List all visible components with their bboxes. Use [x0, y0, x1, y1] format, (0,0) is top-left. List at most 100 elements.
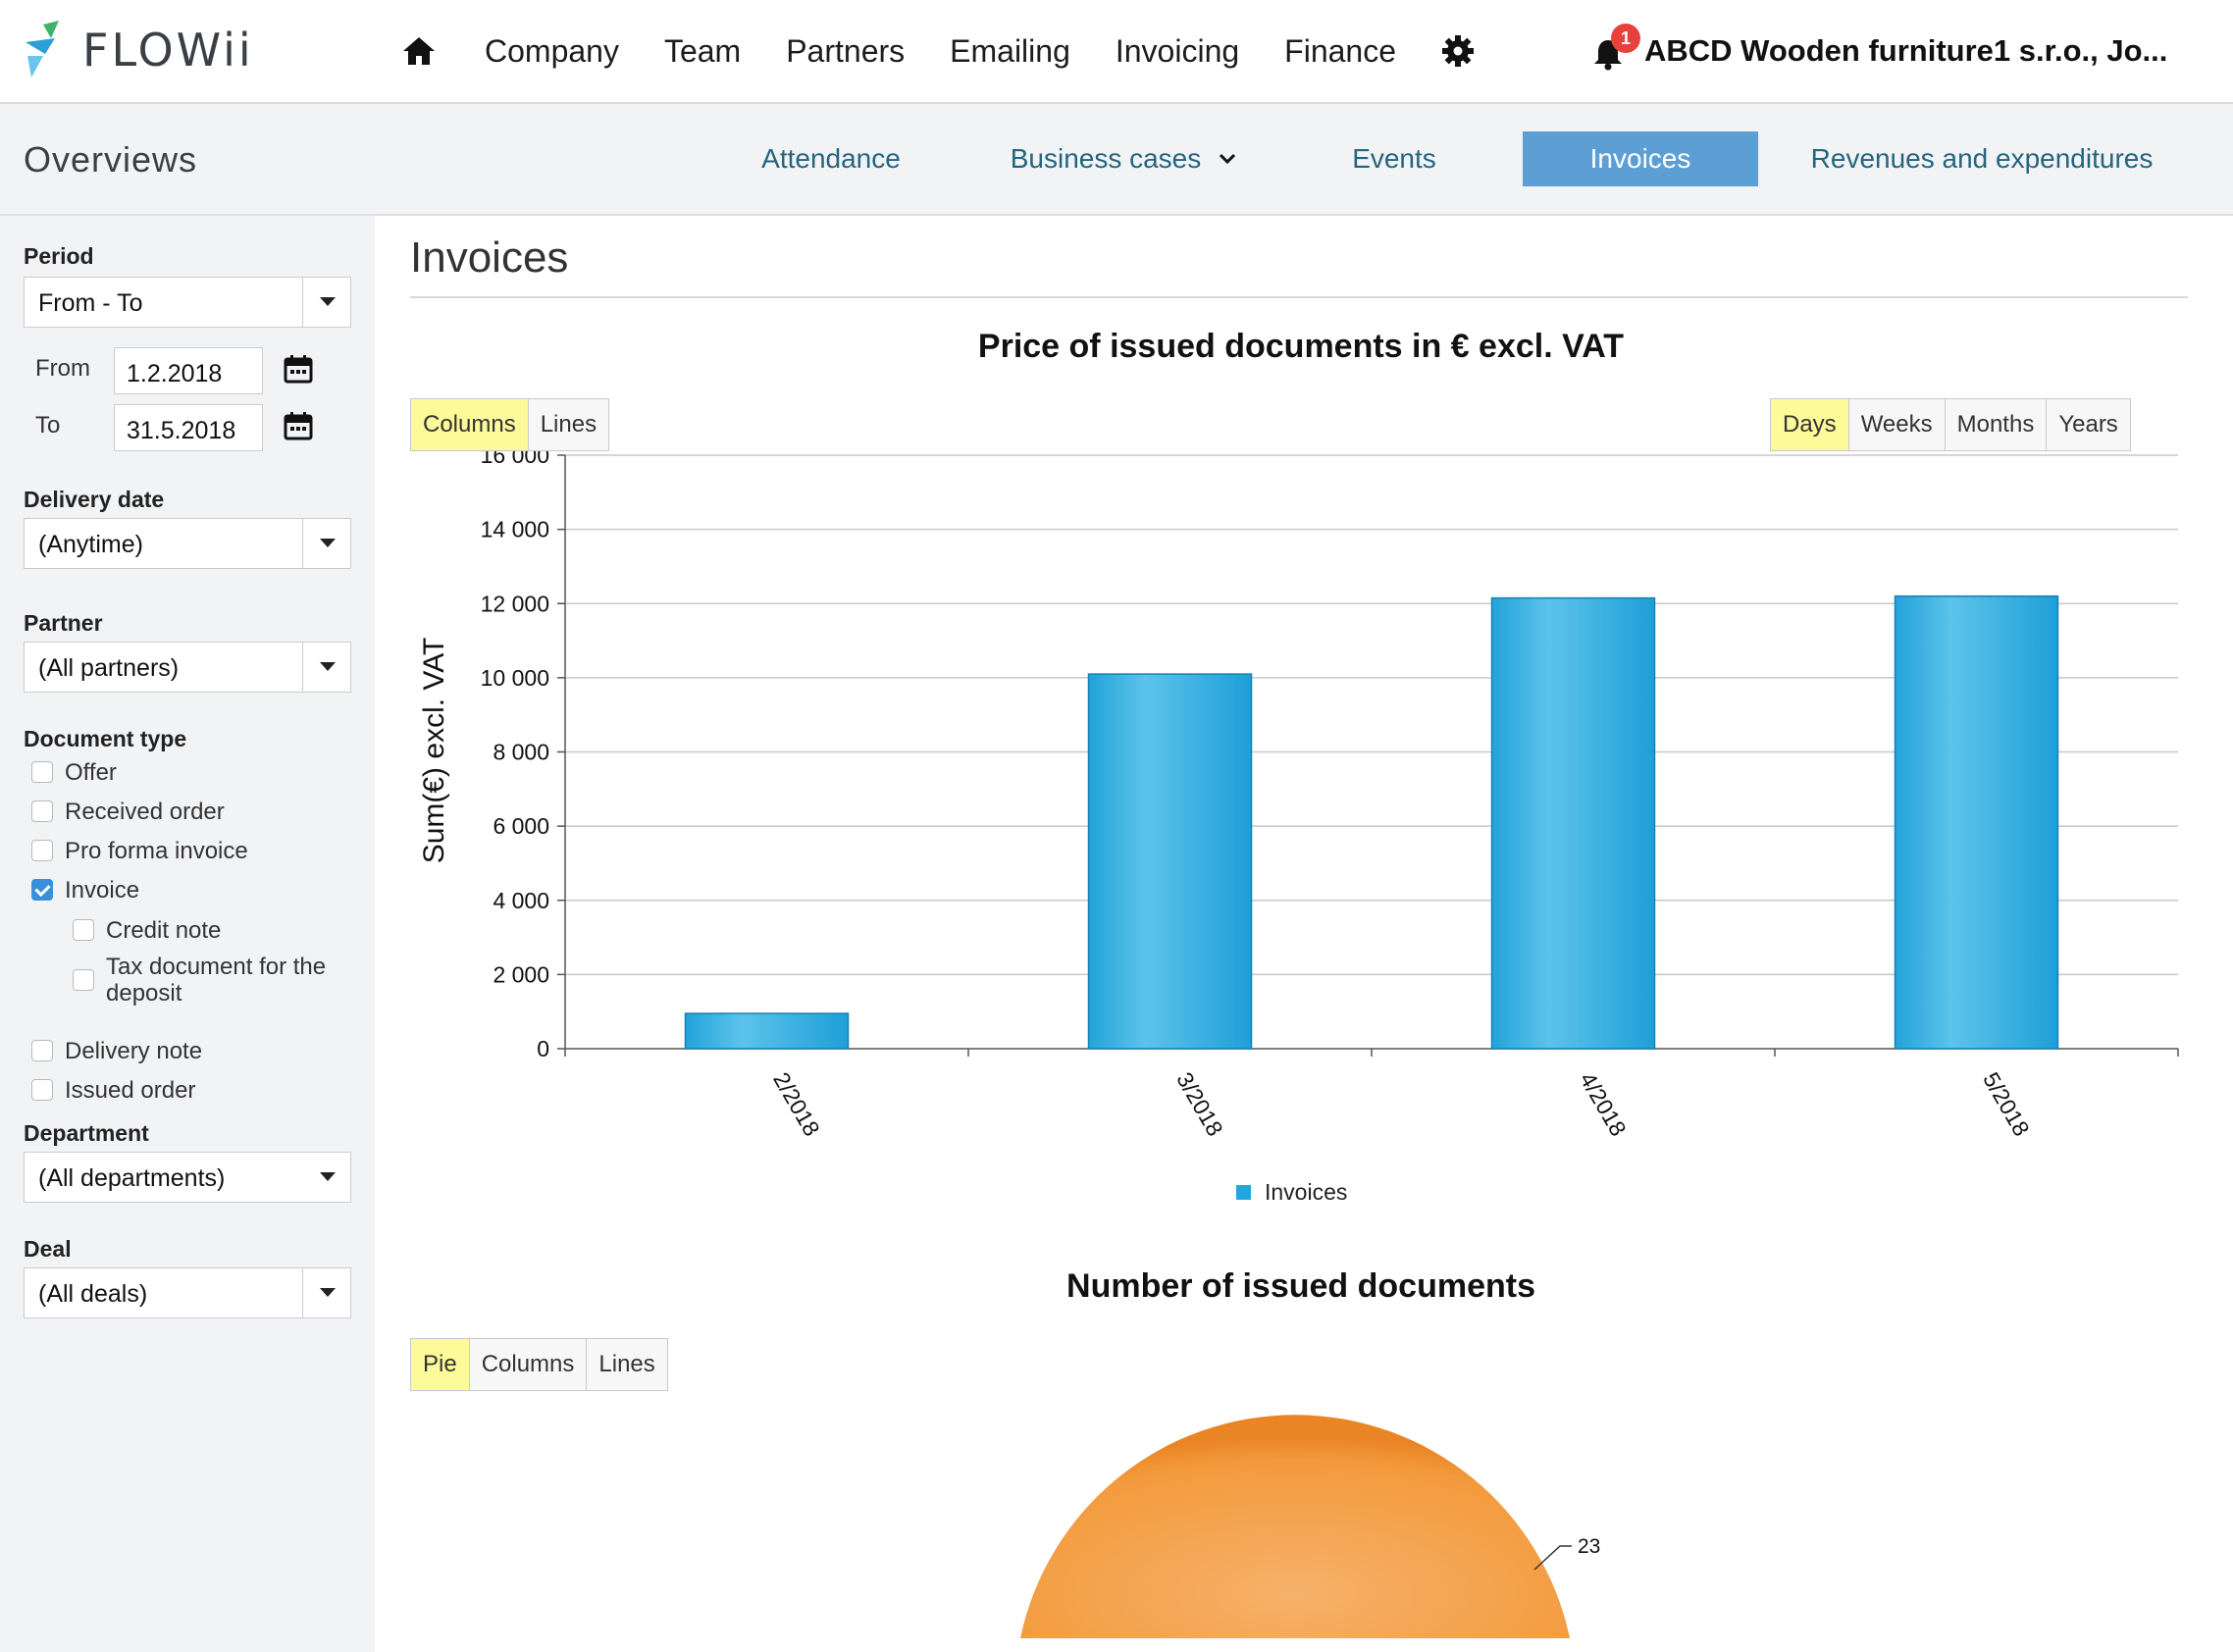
- bar-2-2018[interactable]: [684, 1012, 850, 1050]
- select-divider: [302, 1268, 303, 1317]
- select-divider: [302, 278, 303, 327]
- checkbox-label: Issued order: [65, 1077, 196, 1104]
- chevron-down-icon: [1219, 153, 1236, 165]
- period-select[interactable]: From - To: [24, 277, 351, 328]
- bar-3-2018[interactable]: [1087, 673, 1253, 1050]
- checkbox[interactable]: [31, 840, 53, 861]
- main-nav: Company Team Partners Emailing Invoicing…: [402, 0, 1475, 102]
- checkbox[interactable]: [31, 761, 53, 783]
- nav-team[interactable]: Team: [663, 32, 742, 69]
- chart-type-pie-button[interactable]: Pie: [411, 1339, 470, 1390]
- section-title: Overviews: [24, 139, 198, 180]
- calendar-icon[interactable]: [284, 354, 313, 384]
- y-tick-label: 8 000: [493, 740, 549, 765]
- tab-label: Events: [1352, 143, 1436, 174]
- delivery-date-select[interactable]: (Anytime): [24, 518, 351, 569]
- x-tick-label: 3/2018: [1171, 1068, 1228, 1141]
- account-name[interactable]: ABCD Wooden furniture1 s.r.o., Jo...: [1644, 33, 2168, 68]
- notification-bell-icon[interactable]: 1: [1591, 24, 1640, 71]
- chart1-title: Price of issued documents in € excl. VAT: [977, 328, 1625, 365]
- tab-business-cases[interactable]: Business cases: [991, 131, 1256, 186]
- caret-down-icon: [320, 1288, 336, 1297]
- to-date-input[interactable]: 31.5.2018: [114, 404, 263, 451]
- doctype-tax-document-deposit[interactable]: Tax document for the deposit: [73, 954, 357, 1007]
- tab-label: Attendance: [761, 143, 901, 174]
- notification-badge: 1: [1611, 24, 1640, 53]
- nav-invoicing[interactable]: Invoicing: [1115, 32, 1240, 69]
- checkbox-label: Tax document for the deposit: [106, 954, 327, 1007]
- select-divider: [302, 643, 303, 692]
- checkbox-label: Received order: [65, 799, 225, 825]
- tab-invoices[interactable]: Invoices: [1523, 131, 1758, 186]
- checkbox[interactable]: [31, 1079, 53, 1101]
- home-icon[interactable]: [402, 36, 436, 66]
- doctype-credit-note[interactable]: Credit note: [73, 917, 221, 944]
- period-weeks-button[interactable]: Weeks: [1849, 399, 1946, 450]
- caret-down-icon: [320, 662, 336, 671]
- account-area: 1 ABCD Wooden furniture1 s.r.o., Jo...: [1591, 0, 2167, 102]
- chart2-type-toggle: Pie Columns Lines: [410, 1338, 668, 1391]
- tab-revenues-and-expenditures[interactable]: Revenues and expenditures: [1788, 131, 2176, 186]
- doctype-issued-order[interactable]: Issued order: [31, 1077, 195, 1104]
- calendar-icon[interactable]: [284, 411, 313, 440]
- partner-select[interactable]: (All partners): [24, 642, 351, 693]
- checkbox[interactable]: [31, 1040, 53, 1061]
- pie-label-connector: [1533, 1545, 1572, 1571]
- doctype-received-order[interactable]: Received order: [31, 799, 225, 825]
- doctype-delivery-note[interactable]: Delivery note: [31, 1038, 202, 1064]
- doctype-pro-forma-invoice[interactable]: Pro forma invoice: [31, 838, 248, 864]
- y-tick-label: 6 000: [493, 813, 549, 839]
- sub-nav-bar: Overviews Attendance Business cases Even…: [0, 104, 2233, 216]
- top-bar: FLOWii Company Team Partners Emailing In…: [0, 0, 2233, 104]
- chart-type-columns-button[interactable]: Columns: [411, 399, 529, 450]
- period-days-button[interactable]: Days: [1771, 399, 1849, 450]
- y-tick-label: 10 000: [481, 665, 549, 691]
- bar-4-2018[interactable]: [1490, 596, 1656, 1050]
- to-label: To: [35, 412, 61, 439]
- nav-finance[interactable]: Finance: [1284, 32, 1396, 69]
- chart-type-lines-button[interactable]: Lines: [598, 1351, 655, 1377]
- deal-value: (All deals): [38, 1280, 148, 1308]
- legend-swatch: [1236, 1185, 1251, 1200]
- tab-attendance[interactable]: Attendance: [742, 131, 920, 186]
- checkbox-label: Offer: [65, 759, 117, 786]
- doctype-offer[interactable]: Offer: [31, 759, 117, 786]
- y-tick-label: 0: [537, 1036, 549, 1061]
- chart-type-columns-button[interactable]: Columns: [470, 1339, 588, 1390]
- sub-nav-tabs: Attendance Business cases Events Invoice…: [0, 104, 2233, 214]
- x-tick-label: 4/2018: [1575, 1068, 1632, 1141]
- checkbox[interactable]: [31, 800, 53, 822]
- main-content: Invoices Price of issued documents in € …: [377, 216, 2225, 1638]
- filter-sidebar: Period From - To From 1.2.2018 To 31.5.2…: [0, 216, 375, 1652]
- period-months-button[interactable]: Months: [1946, 399, 2048, 450]
- tab-label: Revenues and expenditures: [1810, 143, 2154, 174]
- pie-slice[interactable]: [1020, 1415, 1570, 1638]
- from-label: From: [35, 355, 90, 382]
- doctype-invoice[interactable]: Invoice: [31, 877, 139, 903]
- nav-emailing[interactable]: Emailing: [950, 32, 1070, 69]
- partner-value: (All partners): [38, 654, 180, 682]
- checkbox[interactable]: [73, 919, 94, 941]
- department-value: (All departments): [38, 1164, 226, 1192]
- nav-partners[interactable]: Partners: [786, 32, 906, 69]
- deal-select[interactable]: (All deals): [24, 1267, 351, 1318]
- checkbox-label: Delivery note: [65, 1038, 203, 1064]
- chart1-period-toggle: Days Weeks Months Years: [1770, 398, 2131, 451]
- bar-5-2018[interactable]: [1894, 594, 2059, 1050]
- department-select[interactable]: (All departments): [24, 1152, 351, 1203]
- checkbox-checked[interactable]: [31, 879, 53, 901]
- y-tick-label: 12 000: [481, 591, 549, 616]
- from-date-input[interactable]: 1.2.2018: [114, 347, 263, 394]
- tab-events[interactable]: Events: [1326, 131, 1462, 186]
- checkbox[interactable]: [73, 969, 94, 991]
- period-years-button[interactable]: Years: [2058, 411, 2118, 438]
- logo[interactable]: FLOWii: [22, 18, 254, 82]
- nav-company[interactable]: Company: [485, 32, 619, 69]
- x-tick-label: 5/2018: [1978, 1068, 2035, 1141]
- chart-type-lines-button[interactable]: Lines: [540, 411, 597, 438]
- chart1-legend[interactable]: Invoices: [1236, 1179, 1347, 1206]
- deal-label: Deal: [24, 1236, 72, 1262]
- caret-down-icon: [320, 297, 336, 306]
- legend-label: Invoices: [1265, 1179, 1348, 1205]
- gear-icon[interactable]: [1441, 34, 1475, 68]
